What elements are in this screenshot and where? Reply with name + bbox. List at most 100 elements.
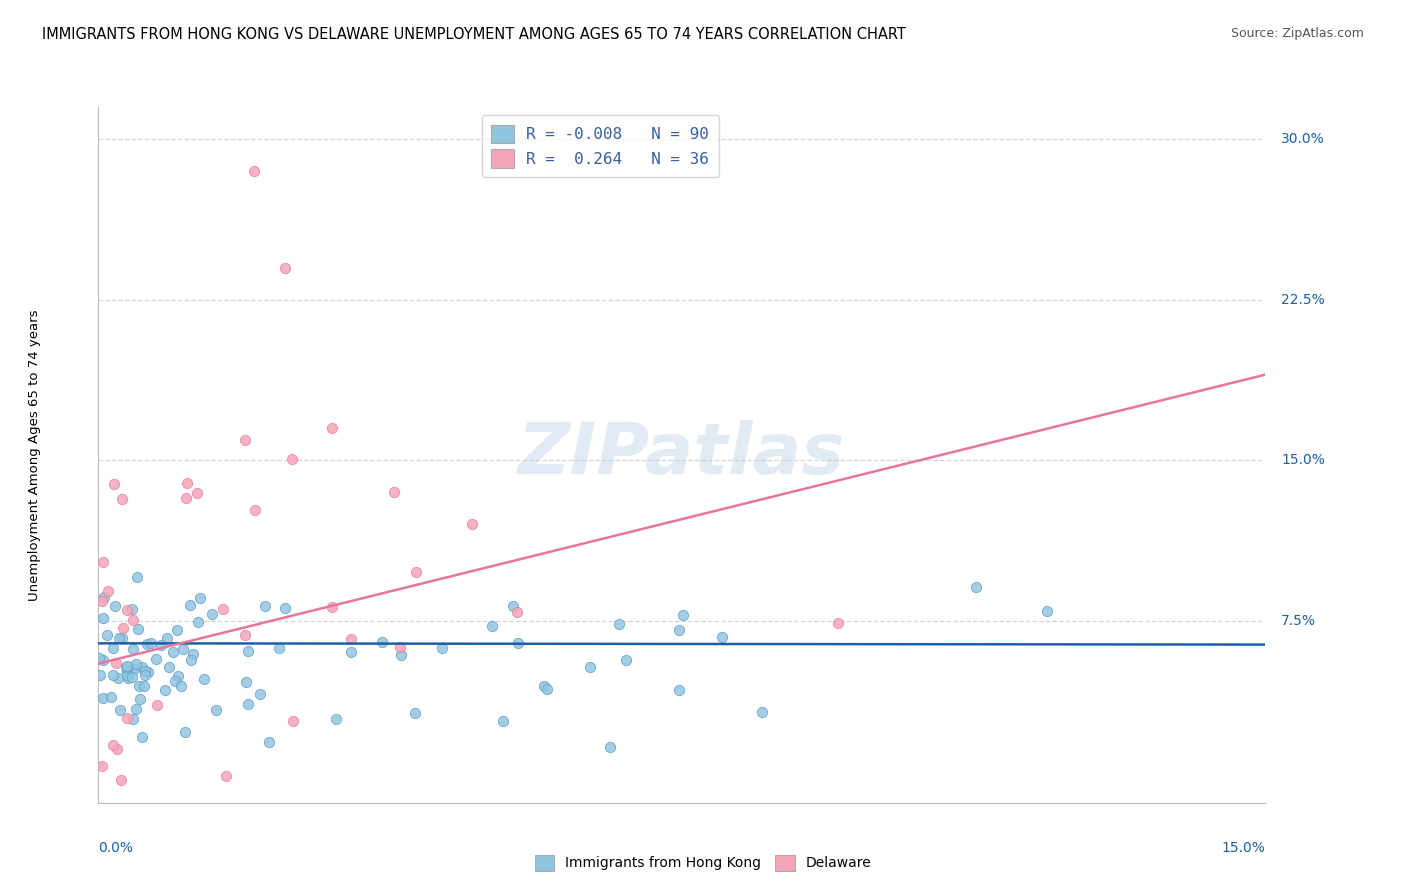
Point (112, 621, 135, 635)
Point (173, 725, 195, 739)
Point (668, 623, 690, 637)
Point (236, 644, 259, 658)
Point (131, 660, 153, 674)
Point (180, 653, 202, 667)
Point (90, 594, 112, 608)
Point (176, 475, 198, 490)
Point (599, 740, 621, 755)
Text: 15.0%: 15.0% (1281, 453, 1324, 467)
Point (100, 690, 122, 704)
Point (536, 681, 558, 696)
Point (321, 421, 343, 435)
Point (128, 680, 150, 694)
Point (121, 641, 143, 656)
Point (340, 632, 363, 646)
Point (165, 674, 187, 689)
Point (121, 670, 143, 684)
Point (461, 517, 484, 532)
Point (1035, 604, 1057, 618)
Point (340, 644, 363, 658)
Point (382, 485, 405, 500)
Point (711, 630, 734, 644)
Point (508, 636, 530, 650)
Point (91, 690, 114, 705)
Point (134, 667, 156, 681)
Point (233, 434, 256, 448)
Point (93, 653, 115, 667)
Point (114, 659, 136, 673)
Point (125, 569, 148, 583)
Point (176, 491, 198, 505)
Point (104, 656, 127, 670)
Point (259, 735, 281, 749)
Point (321, 600, 343, 615)
Point (105, 742, 128, 756)
Point (136, 665, 159, 679)
Point (124, 662, 146, 676)
Point (827, 615, 849, 630)
Point (131, 730, 153, 744)
Point (89, 667, 111, 681)
Point (389, 640, 412, 655)
Point (481, 619, 503, 633)
Point (134, 679, 156, 693)
Point (91, 556, 114, 570)
Point (129, 692, 152, 706)
Point (91, 759, 114, 773)
Point (111, 491, 134, 506)
Point (172, 642, 194, 657)
Legend: R = -0.008   N = 90, R =  0.264   N = 36: R = -0.008 N = 90, R = 0.264 N = 36 (482, 115, 718, 178)
Point (122, 613, 145, 627)
Point (751, 705, 773, 719)
Text: 22.5%: 22.5% (1281, 293, 1324, 307)
Point (121, 601, 143, 615)
Point (87, 650, 110, 665)
Point (145, 652, 167, 666)
Point (162, 645, 184, 659)
Text: ZIPatlas: ZIPatlas (519, 420, 845, 490)
Point (186, 485, 208, 500)
Text: 15.0%: 15.0% (1222, 841, 1265, 855)
Point (243, 164, 266, 178)
Point (579, 660, 602, 674)
Point (188, 591, 211, 606)
Point (167, 668, 190, 682)
Point (108, 703, 131, 717)
Point (607, 616, 630, 631)
Point (107, 631, 129, 645)
Text: IMMIGRANTS FROM HONG KONG VS DELAWARE UNEMPLOYMENT AMONG AGES 65 TO 74 YEARS COR: IMMIGRANTS FROM HONG KONG VS DELAWARE UN… (42, 27, 905, 42)
Point (101, 738, 124, 752)
Point (405, 566, 427, 580)
Point (211, 602, 233, 616)
Point (141, 635, 163, 649)
Point (101, 640, 124, 655)
Point (117, 672, 139, 686)
Point (125, 657, 148, 672)
Point (672, 608, 695, 623)
Point (215, 769, 238, 783)
Point (668, 683, 690, 698)
Point (253, 599, 276, 613)
Point (115, 668, 138, 682)
Point (122, 712, 145, 726)
Point (111, 631, 134, 645)
Point (146, 698, 169, 712)
Point (125, 702, 148, 716)
Point (170, 679, 193, 693)
Point (93, 591, 115, 605)
Point (115, 711, 138, 725)
Point (965, 580, 987, 594)
Point (389, 648, 412, 662)
Point (492, 714, 515, 728)
Point (430, 640, 453, 655)
Point (274, 601, 297, 615)
Point (502, 599, 524, 614)
Point (104, 599, 127, 613)
Point (150, 638, 173, 652)
Point (179, 598, 201, 612)
Point (127, 622, 149, 636)
Point (201, 607, 224, 621)
Point (281, 714, 304, 728)
Point (235, 628, 257, 642)
Point (107, 671, 129, 685)
